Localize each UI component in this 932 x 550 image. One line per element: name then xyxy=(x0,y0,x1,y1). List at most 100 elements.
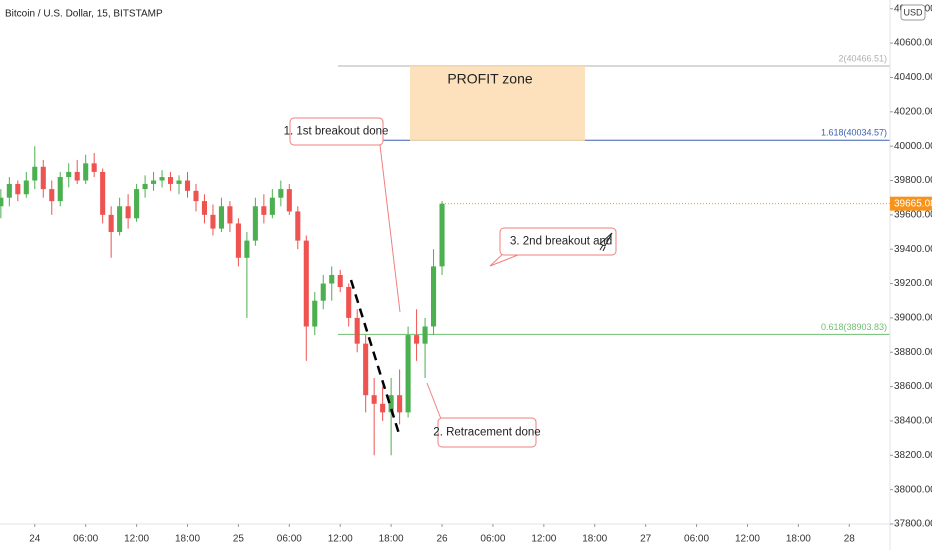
x-tick-label: 12:00 xyxy=(531,534,556,545)
x-tick-label: 18:00 xyxy=(175,534,200,545)
y-tick-label: 37800.00 xyxy=(894,519,932,530)
candle-body xyxy=(286,189,292,212)
candle-body xyxy=(184,180,191,191)
fib-level-label: 1.618(40034.57) xyxy=(821,128,887,138)
trend-line xyxy=(349,279,402,438)
x-tick-label: 18:00 xyxy=(379,534,404,545)
currency-badge xyxy=(900,4,926,21)
candle-body xyxy=(278,189,284,198)
candle-body xyxy=(380,403,386,413)
candle-body xyxy=(218,206,224,229)
candle-body xyxy=(134,189,140,219)
x-tick-label: 18:00 xyxy=(786,534,811,545)
callout xyxy=(289,117,384,146)
candle-body xyxy=(6,183,12,198)
candle-body xyxy=(303,240,309,327)
x-tick-label: 12:00 xyxy=(328,534,353,545)
candle-body xyxy=(83,163,89,181)
y-tick-label: 39200.00 xyxy=(894,278,932,289)
candle-body xyxy=(176,180,182,184)
x-tick-label: 12:00 xyxy=(735,534,760,545)
y-tick-label: 38400.00 xyxy=(894,416,932,427)
candle-body xyxy=(125,206,131,219)
x-tick-label: 06:00 xyxy=(73,534,98,545)
candle-body xyxy=(269,197,275,215)
callout xyxy=(499,227,617,256)
annotation: 3. 2nd breakout and xyxy=(510,236,612,248)
candle-body xyxy=(15,183,21,195)
candle-body xyxy=(0,197,4,207)
candle-body xyxy=(414,335,420,344)
candle-body xyxy=(295,211,301,241)
last-price-label: 39665.08 xyxy=(894,198,932,209)
chart-title: Bitcoin / U.S. Dollar, 15, BITSTAMP xyxy=(5,9,163,20)
x-tick-label: 25 xyxy=(233,534,245,545)
candle-body xyxy=(371,395,377,404)
candle-body xyxy=(151,180,157,184)
candle-body xyxy=(252,206,258,241)
candle-body xyxy=(159,177,165,181)
candle-body xyxy=(210,214,216,229)
x-tick-label: 26 xyxy=(436,534,448,545)
candle-body xyxy=(422,326,428,344)
rocket-icon xyxy=(599,232,613,252)
candle-body xyxy=(363,343,369,396)
y-tick-label: 39000.00 xyxy=(894,313,932,324)
candle-body xyxy=(57,177,63,202)
candle-body xyxy=(397,395,403,413)
candle-body xyxy=(439,203,445,267)
candle-body xyxy=(66,171,72,178)
y-tick-label: 39800.00 xyxy=(894,175,932,186)
annotation: 1. 1st breakout done xyxy=(284,126,389,138)
candle-body xyxy=(337,274,343,287)
candle-body xyxy=(40,166,46,190)
y-tick-label: 38200.00 xyxy=(894,450,932,461)
candle-body xyxy=(74,171,80,181)
y-tick-label: 38800.00 xyxy=(894,347,932,358)
candle-body xyxy=(167,177,174,184)
candle-body xyxy=(100,171,106,215)
y-tick-label: 38000.00 xyxy=(894,484,932,495)
y-tick-label: 40600.00 xyxy=(894,38,932,49)
fib-level-label: 0.618(38903.83) xyxy=(821,322,887,332)
callout xyxy=(437,417,537,448)
callout-pointer xyxy=(426,382,442,420)
candle-body xyxy=(235,223,241,258)
candle-body xyxy=(142,183,148,190)
x-tick-label: 28 xyxy=(844,534,856,545)
currency-label: USD xyxy=(903,7,923,17)
candle-body xyxy=(388,395,394,413)
callout-pointer xyxy=(379,144,401,313)
y-tick-label: 40000.00 xyxy=(894,141,932,152)
candle-body xyxy=(117,206,123,233)
candle-body xyxy=(261,206,267,215)
y-tick-label: 39400.00 xyxy=(894,244,932,255)
candle-body xyxy=(91,163,97,172)
y-tick-label: 38600.00 xyxy=(894,381,932,392)
annotation: 2. Retracement done xyxy=(433,427,540,439)
zone-label: PROFIT zone xyxy=(447,71,533,87)
x-tick-label: 06:00 xyxy=(684,534,709,545)
x-tick-label: 27 xyxy=(640,534,652,545)
x-tick-label: 06:00 xyxy=(480,534,505,545)
candle-body xyxy=(227,206,233,224)
fib-level-label: 2(40466.51) xyxy=(838,53,887,63)
candle-body xyxy=(244,240,250,258)
profit-zone xyxy=(410,66,585,141)
candle-body xyxy=(23,180,29,195)
candle-body xyxy=(32,166,38,181)
y-tick-label: 39600.00 xyxy=(894,209,932,220)
candle-body xyxy=(431,266,437,327)
candle-body xyxy=(329,274,335,284)
last-price-badge xyxy=(890,196,932,211)
x-tick-label: 24 xyxy=(29,534,41,545)
x-tick-label: 12:00 xyxy=(124,534,149,545)
x-tick-label: 18:00 xyxy=(582,534,607,545)
y-tick-label: 40200.00 xyxy=(894,106,932,117)
candle-body xyxy=(354,317,360,344)
candle-body xyxy=(49,189,55,202)
candle-body xyxy=(320,283,326,301)
candle-body xyxy=(312,300,318,327)
candle-body xyxy=(193,190,199,202)
